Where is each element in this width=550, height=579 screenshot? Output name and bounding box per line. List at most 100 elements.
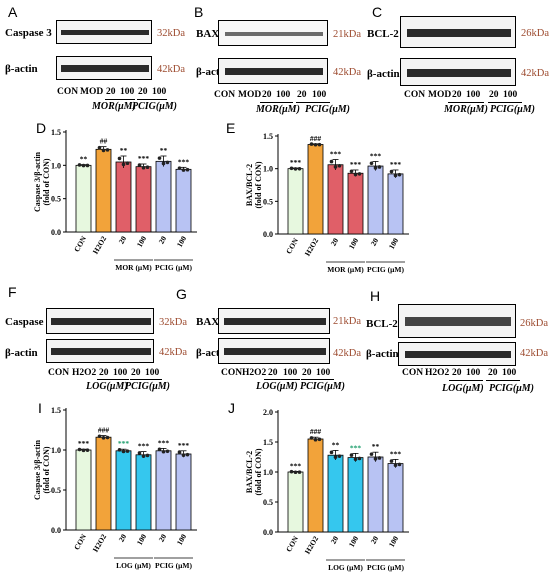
- x-tick-label: H2O2: [303, 236, 321, 257]
- data-point: [393, 463, 398, 468]
- data-point: [101, 436, 106, 440]
- lane-label: MOD: [428, 90, 452, 100]
- significance-label: ###: [98, 426, 110, 435]
- kda-label: 42kDa: [159, 347, 187, 358]
- lane-label: 20: [297, 90, 307, 100]
- data-point: [85, 163, 90, 168]
- data-point: [369, 452, 374, 456]
- data-point: [125, 449, 130, 453]
- bar-chart-d: Caspase 3/β-actin (fold of CON) 0.0 0.5 1.0 1…: [33, 128, 197, 272]
- data-point: [289, 469, 294, 474]
- data-point: [349, 169, 354, 174]
- x-tick-label: 100: [135, 234, 149, 248]
- group-label: LOG (μM): [328, 563, 363, 572]
- bar: [287, 168, 304, 235]
- data-point: [389, 459, 394, 463]
- blot-image: [398, 342, 516, 366]
- group-label: PCIG(μM): [300, 381, 346, 392]
- y-tick-label: 1.5: [263, 132, 273, 141]
- significance-label: ***: [370, 151, 382, 160]
- blot-image: [218, 308, 330, 334]
- kda-label: 21kDa: [333, 29, 361, 40]
- kda-label: 42kDa: [333, 67, 361, 78]
- lane-label: H2O2: [425, 368, 450, 378]
- data-point: [85, 448, 90, 452]
- blot-row-label: β-actin: [367, 68, 400, 80]
- y-tick-label: 1.0: [51, 446, 61, 455]
- blot-row-label: Caspase 3: [5, 27, 52, 39]
- lane-label: 100: [113, 368, 128, 378]
- lane-label: 20: [138, 87, 148, 97]
- data-point: [353, 172, 358, 177]
- x-tick-label: 100: [347, 534, 361, 548]
- data-point: [349, 453, 354, 457]
- data-point: [397, 462, 402, 467]
- blot-image: [400, 58, 516, 86]
- significance-label: ***: [78, 439, 90, 448]
- data-point: [337, 454, 342, 458]
- lane-label: 100: [466, 368, 481, 378]
- data-point: [157, 447, 162, 452]
- lane-label: 100: [503, 90, 518, 100]
- data-point: [393, 173, 398, 178]
- x-tick-label: 100: [387, 236, 401, 250]
- data-point: [81, 163, 86, 168]
- blot-image: [400, 16, 516, 48]
- data-point: [177, 166, 182, 170]
- x-tick-label: 20: [369, 534, 381, 545]
- data-point: [317, 437, 322, 442]
- kda-label: 42kDa: [521, 68, 549, 79]
- kda-label: 42kDa: [333, 348, 361, 359]
- bar: [287, 471, 304, 533]
- x-tick-label: 100: [347, 236, 361, 250]
- chart-d: Caspase 3/β-actin (fold of CON) 0.0 0.5 1.0 1…: [30, 122, 210, 290]
- significance-label: ***: [118, 439, 130, 448]
- bar: [115, 450, 132, 531]
- data-point: [145, 453, 150, 458]
- significance-label: ***: [138, 154, 150, 163]
- data-point: [165, 449, 170, 454]
- lane-label: 20: [262, 90, 272, 100]
- data-point: [313, 142, 318, 147]
- x-tick-label: 100: [387, 534, 401, 548]
- lane-label: H2O2: [72, 368, 97, 378]
- data-point: [397, 172, 402, 177]
- data-point: [81, 448, 86, 453]
- group-label: PCIG(μM): [305, 104, 351, 115]
- x-tick-label: 20: [369, 236, 381, 247]
- lane-label: 20: [99, 368, 109, 378]
- y-tick-label: 1.0: [263, 468, 273, 477]
- lane-label: 100: [466, 90, 481, 100]
- data-point: [289, 166, 294, 171]
- significance-label: ***: [350, 160, 362, 169]
- chart-j: BAX/BCL-2 (fold of CON) 0.0 0.5 1.0 1.5 2.0 ***…: [220, 402, 410, 574]
- y-tick-label: 0.5: [263, 498, 273, 507]
- lane-label: CON: [402, 368, 424, 378]
- panel-label-c: C: [372, 4, 383, 20]
- x-tick-label: 100: [175, 234, 189, 248]
- data-point: [141, 454, 146, 458]
- group-label: LOG(μM): [256, 381, 298, 392]
- bar: [175, 168, 192, 233]
- lane-label: 100: [316, 368, 331, 378]
- blot-row-label: BAX: [196, 28, 220, 40]
- data-point: [317, 142, 322, 147]
- lane-label: 20: [106, 87, 116, 97]
- lane-label: CON: [214, 90, 236, 100]
- bar: [75, 449, 92, 531]
- data-point: [389, 169, 394, 174]
- data-point: [105, 148, 110, 152]
- kda-label: 42kDa: [520, 348, 548, 359]
- significance-label: ***: [138, 442, 150, 451]
- group-label: LOG(μM): [442, 383, 484, 394]
- significance-label: ###: [310, 427, 322, 436]
- data-point: [121, 162, 126, 167]
- y-axis-label: Caspase 3/β-actin: [33, 439, 42, 500]
- data-point: [97, 145, 102, 150]
- significance-label: **: [160, 146, 168, 155]
- panel-label-g: G: [176, 286, 187, 302]
- data-point: [145, 165, 150, 169]
- lane-label: 100: [145, 368, 160, 378]
- y-axis-label: Caspase 3/β-actin: [33, 151, 42, 212]
- blot-row-label: β-actin: [366, 348, 399, 360]
